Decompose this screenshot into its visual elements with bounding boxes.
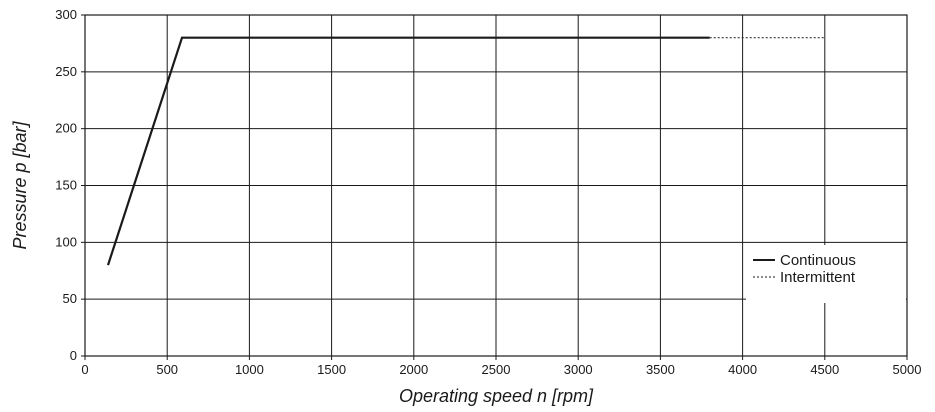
x-tick-label: 0	[81, 362, 88, 377]
x-tick-label: 1000	[235, 362, 264, 377]
x-tick-label: 3000	[564, 362, 593, 377]
y-tick-label: 200	[55, 121, 77, 136]
y-tick-label: 150	[55, 178, 77, 193]
axes	[81, 14, 908, 360]
plot-frame	[84, 14, 908, 357]
tick-labels: 0 500 1000 1500 2000 2500 3000 3500 4000 4500 5000…	[55, 7, 921, 377]
x-tick-label: 4500	[810, 362, 839, 377]
legend-label-continuous: Continuous	[780, 252, 856, 269]
x-tick-label: 5000	[893, 362, 922, 377]
series-layer	[106, 36, 825, 266]
y-tick-label: 300	[55, 7, 77, 22]
grid	[84, 14, 908, 357]
x-tick-label: 3500	[646, 362, 675, 377]
x-tick-label: 4000	[728, 362, 757, 377]
y-axis-title: Pressure p [bar]	[10, 120, 30, 249]
y-tick-label: 0	[70, 348, 77, 363]
x-tick-label: 1500	[317, 362, 346, 377]
x-tick-label: 500	[156, 362, 178, 377]
series-line-continuous	[106, 36, 710, 266]
x-axis-title: Operating speed n [rpm]	[399, 386, 594, 406]
y-tick-label: 250	[55, 64, 77, 79]
y-tick-label: 50	[63, 291, 77, 306]
y-tick-label: 100	[55, 234, 77, 249]
legend-label-intermittent: Intermittent	[780, 269, 856, 286]
x-tick-label: 2500	[482, 362, 511, 377]
x-tick-label: 2000	[399, 362, 428, 377]
legend-box	[746, 245, 906, 303]
